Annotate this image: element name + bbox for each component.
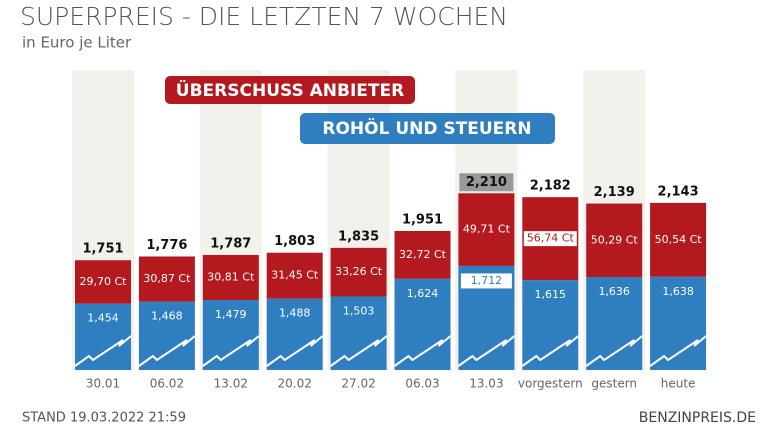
x-tick-label: 06.02 <box>150 377 184 391</box>
bar-segment <box>394 278 451 370</box>
x-tick-label: gestern <box>591 377 637 391</box>
footer-left: STAND 19.03.2022 21:59 <box>22 411 186 426</box>
x-tick-label: heute <box>661 377 696 391</box>
x-tick-label: 20.02 <box>278 377 312 391</box>
axis-break <box>330 335 388 367</box>
legend-box <box>165 76 415 104</box>
footer-right: BENZINPREIS.DE <box>639 410 756 426</box>
total-label: 1,835 <box>338 229 379 244</box>
value-label: 32,72 Ct <box>399 248 447 261</box>
legend-label: ÜBERSCHUSS ANBIETER <box>176 79 404 101</box>
axis-break <box>74 335 132 367</box>
total-label: 1,751 <box>82 242 123 257</box>
label-box <box>459 173 514 192</box>
bar-segment <box>330 296 387 370</box>
value-label: 50,54 Ct <box>655 233 703 246</box>
value-label: 56,74 Ct <box>527 232 575 245</box>
total-label: 2,143 <box>658 184 699 199</box>
x-tick-label: 30.01 <box>86 377 120 391</box>
value-label: 1,624 <box>407 287 439 300</box>
chart-title: SUPERPREIS - DIE LETZTEN 7 WOCHEN <box>20 2 508 31</box>
x-tick-label: 13.02 <box>214 377 248 391</box>
bar-segment <box>522 280 579 370</box>
value-label: 1,638 <box>662 285 694 298</box>
value-label: 1,479 <box>215 308 247 321</box>
value-label: 1,503 <box>343 304 375 317</box>
value-label: 30,87 Ct <box>143 272 191 285</box>
bar-segment <box>266 252 323 299</box>
x-tick-label: vorgestern <box>518 377 583 391</box>
value-label: 30,81 Ct <box>207 270 255 283</box>
value-label: 33,26 Ct <box>335 265 383 278</box>
axis-break <box>521 335 579 367</box>
bar-segment <box>458 193 515 266</box>
total-label: 2,210 <box>466 175 507 190</box>
bar-segment <box>138 256 195 302</box>
legend-box <box>300 113 555 144</box>
chart-subtitle: in Euro je Liter <box>22 34 132 52</box>
bar-segment <box>394 230 451 279</box>
total-label: 1,776 <box>146 238 187 253</box>
x-tick-label: 06.03 <box>405 377 439 391</box>
axis-break <box>585 335 643 367</box>
axis-break <box>393 335 452 367</box>
axis-break <box>202 335 260 367</box>
value-label: 29,70 Ct <box>80 275 128 288</box>
label-box <box>522 230 578 248</box>
value-label: 49,71 Ct <box>463 223 511 236</box>
total-label: 1,951 <box>402 212 443 227</box>
axis-break <box>649 335 707 367</box>
bar-segment <box>202 254 259 300</box>
axis-break <box>457 335 516 367</box>
value-label: 50,29 Ct <box>591 233 639 246</box>
bar-segment <box>586 203 643 278</box>
value-label: 1,615 <box>535 288 567 301</box>
total-label: 2,139 <box>594 185 635 200</box>
axis-break <box>138 335 196 367</box>
value-label: 1,488 <box>279 307 311 320</box>
value-label: 1,468 <box>151 310 183 323</box>
x-tick-label: 27.02 <box>341 377 375 391</box>
bar-segment <box>75 260 131 304</box>
bar-segment <box>330 247 387 297</box>
value-label: 1,636 <box>598 285 630 298</box>
legend-label: ROHÖL UND STEUERN <box>322 117 531 139</box>
bar-segment <box>650 202 707 277</box>
axis-break <box>266 335 324 367</box>
x-tick-label: 13.03 <box>469 377 503 391</box>
total-label: 2,182 <box>530 179 571 194</box>
value-label: 31,45 Ct <box>271 269 319 282</box>
value-label: 1,454 <box>87 312 119 325</box>
value-label: 1,712 <box>471 274 503 287</box>
total-label: 1,803 <box>274 234 315 249</box>
label-box <box>459 272 513 290</box>
total-label: 1,787 <box>210 236 251 251</box>
